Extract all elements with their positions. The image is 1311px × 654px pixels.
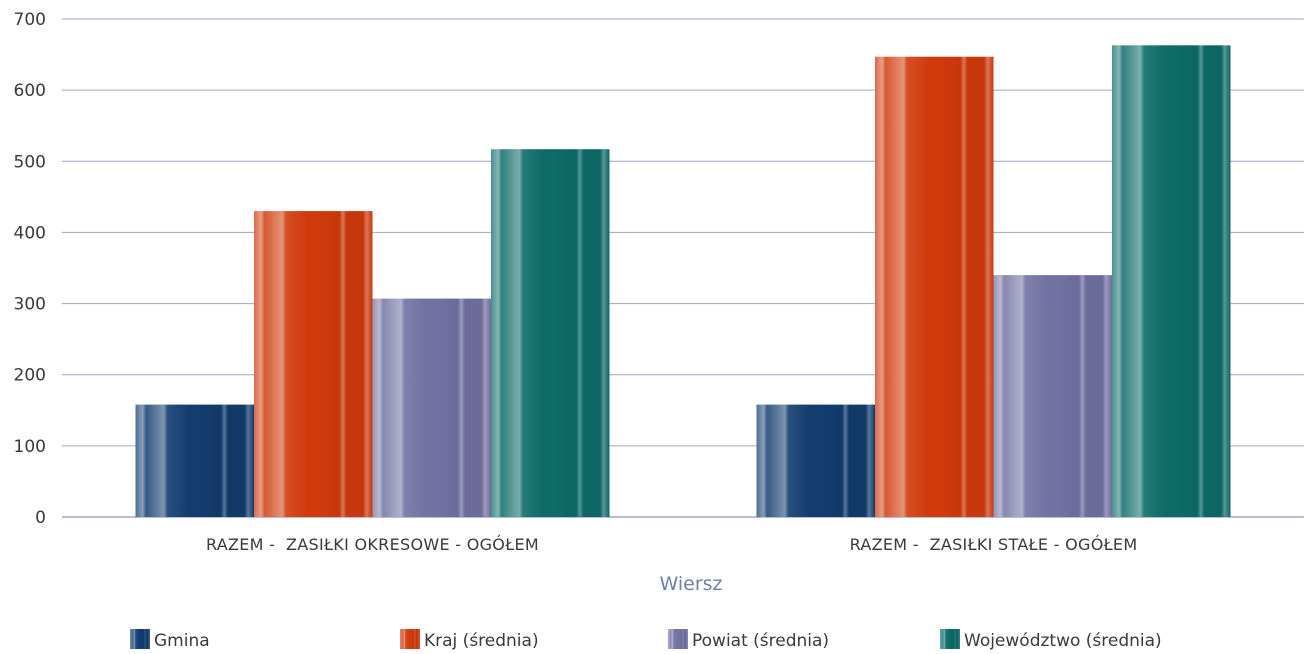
y-tick-label: 400 <box>14 223 46 243</box>
legend-item: Gmina <box>130 629 210 651</box>
legend-label: Gmina <box>154 631 210 651</box>
legend-item: Kraj (średnia) <box>400 629 539 651</box>
y-tick-label: 100 <box>14 437 46 457</box>
legend-item: Powiat (średnia) <box>668 629 829 651</box>
bar <box>756 404 875 517</box>
y-tick-label: 0 <box>35 508 46 528</box>
x-tick-label: RAZEM - ZASIŁKI STAŁE - OGÓŁEM <box>850 535 1138 554</box>
bar <box>135 404 254 517</box>
legend-label: Województwo (średnia) <box>964 631 1162 651</box>
legend-swatch <box>668 629 688 649</box>
y-tick-label: 300 <box>14 295 46 315</box>
x-axis-label: Wiersz <box>659 573 722 595</box>
y-tick-label: 700 <box>14 10 46 30</box>
bar <box>254 211 373 518</box>
y-tick-label: 600 <box>14 81 46 101</box>
y-tick-label: 500 <box>14 152 46 172</box>
bar <box>875 56 994 517</box>
legend-swatch <box>130 629 150 649</box>
legend-item: Województwo (średnia) <box>940 629 1162 651</box>
legend-swatch <box>940 629 960 649</box>
y-tick-label: 200 <box>14 366 46 386</box>
y-axis-ticks: 0 100 200 300 400 500 600 700 <box>14 10 46 528</box>
x-tick-label: RAZEM - ZASIŁKI OKRESOWE - OGÓŁEM <box>206 535 539 554</box>
x-axis-categories: RAZEM - ZASIŁKI OKRESOWE - OGÓŁEM RAZEM -… <box>206 535 1137 554</box>
bar <box>491 149 610 518</box>
bar <box>993 275 1112 517</box>
legend-label: Powiat (średnia) <box>692 631 829 651</box>
bar <box>1112 45 1231 518</box>
legend-swatch <box>400 629 420 649</box>
bars <box>135 45 1231 518</box>
bar <box>372 298 491 517</box>
legend-label: Kraj (średnia) <box>424 631 539 651</box>
legend: Gmina Kraj (średnia) Powiat (średnia) Wojew… <box>130 629 1162 651</box>
